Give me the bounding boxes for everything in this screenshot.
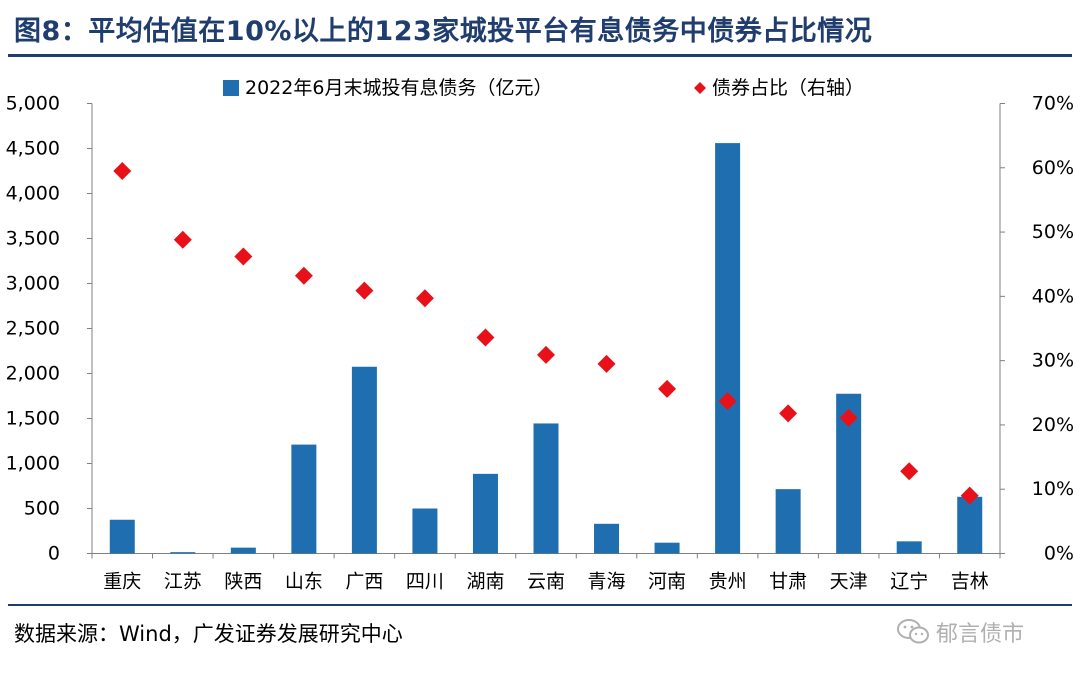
x-axis-category-label: 辽宁	[890, 571, 928, 593]
diamond-marker-云南	[537, 345, 555, 364]
bar-江苏	[170, 552, 196, 554]
wechat-icon	[897, 619, 929, 644]
left-axis-tick-label: 1,500	[6, 408, 60, 430]
x-axis-category-label: 四川	[406, 571, 444, 593]
title-divider	[8, 54, 1072, 57]
left-axis-tick-label: 3,500	[6, 228, 60, 250]
left-axis-tick-label: 5,000	[6, 93, 60, 115]
chart-area: 0 500 1,000 1,500 2,000 2,500 3,000 3,500 4,000 4…	[6, 77, 1074, 593]
right-axis-tick-label: 50%	[1032, 221, 1074, 243]
x-axis-category-label: 贵州	[709, 571, 747, 593]
x-axis-category-label: 甘肃	[769, 571, 807, 593]
title-bar: 图8：平均估值在10%以上的123家城投平台有息债务中债券占比情况	[0, 0, 1080, 57]
x-axis-category-label: 天津	[830, 571, 868, 593]
right-axis-tick-label: 20%	[1032, 414, 1074, 436]
right-axis-tick-label: 30%	[1032, 350, 1074, 372]
legend-bar-label: 2022年6月末城投有息债务（亿元）	[245, 77, 552, 99]
x-axis-category-label: 云南	[527, 571, 565, 593]
legend-diamond-label: 债券占比（右轴）	[712, 77, 864, 99]
diamond-marker-重庆	[113, 162, 132, 180]
chart-title: 图8：平均估值在10%以上的123家城投平台有息债务中债券占比情况	[14, 16, 873, 47]
x-axis-category-label: 山东	[285, 571, 323, 593]
left-axis-tick-label: 1,000	[6, 453, 60, 475]
bar-陕西	[230, 547, 256, 554]
bar-吉林	[957, 496, 983, 554]
left-axis-tick-label: 4,000	[6, 183, 60, 205]
watermark: 郁言债市	[896, 616, 1024, 648]
bar-湖南	[472, 473, 498, 554]
left-axis-tick-label: 4,500	[6, 138, 60, 160]
footer-divider	[8, 604, 1072, 606]
bar-辽宁	[896, 541, 922, 554]
left-axis-tick-label: 2,000	[6, 363, 60, 385]
right-axis-tick-label: 60%	[1032, 157, 1074, 179]
bar-青海	[594, 523, 620, 554]
legend-diamond-swatch	[694, 82, 706, 94]
diamond-marker-吉林	[960, 486, 979, 505]
x-axis-category-label: 重庆	[103, 571, 141, 593]
right-axis-tick-label: 40%	[1032, 285, 1074, 307]
diamond-marker-辽宁	[900, 462, 919, 481]
left-axis-tick-label: 0	[48, 543, 60, 565]
diamond-marker-青海	[597, 354, 616, 373]
x-axis-category-label: 河南	[648, 571, 686, 593]
left-axis-tick-label: 3,000	[6, 273, 60, 295]
bar-广西	[351, 366, 377, 554]
bar-云南	[533, 423, 559, 554]
bar-河南	[654, 542, 680, 554]
right-axis-tick-label: 70%	[1032, 93, 1074, 115]
bar-贵州	[715, 143, 741, 554]
diamond-marker-河南	[658, 379, 677, 398]
legend-bar-swatch	[223, 80, 239, 96]
diamond-marker-陕西	[234, 247, 253, 266]
bar-山东	[291, 444, 317, 554]
diamond-marker-天津	[839, 408, 858, 427]
x-axis-category-label: 湖南	[466, 571, 504, 593]
x-axis-category-label: 陕西	[224, 571, 262, 593]
right-axis-tick-label: 0%	[1044, 543, 1074, 565]
x-axis-category-label: 广西	[345, 571, 383, 593]
diamond-marker-山东	[294, 266, 313, 285]
left-axis-tick-label: 500	[24, 498, 60, 520]
diamond-marker-甘肃	[779, 404, 798, 423]
bar-甘肃	[775, 489, 801, 554]
x-axis-category-label: 江苏	[164, 571, 202, 593]
bar-四川	[412, 508, 438, 554]
diamond-marker-湖南	[476, 328, 495, 347]
x-axis-category-label: 青海	[588, 571, 626, 593]
diamond-marker-江苏	[173, 230, 192, 249]
bar-重庆	[109, 519, 135, 554]
diamond-marker-四川	[415, 289, 434, 308]
diamond-marker-贵州	[718, 392, 737, 411]
x-axis-category-label: 吉林	[951, 571, 989, 593]
source-note: 数据来源：Wind，广发证券发展研究中心	[14, 622, 403, 646]
diamond-marker-广西	[355, 281, 374, 300]
right-axis-tick-label: 10%	[1032, 478, 1074, 500]
watermark-text: 郁言债市	[936, 622, 1025, 647]
left-axis-tick-label: 2,500	[6, 318, 60, 340]
